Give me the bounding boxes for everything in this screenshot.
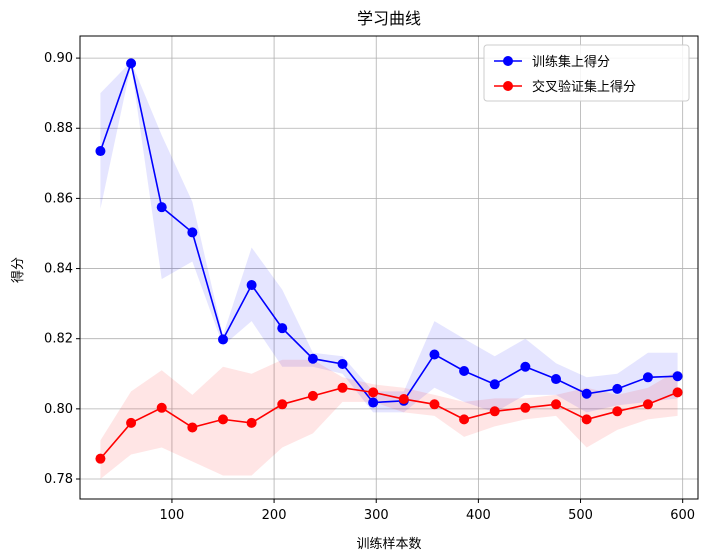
series-0-point	[187, 227, 198, 238]
series-1-point	[398, 394, 409, 405]
confidence-bands	[100, 61, 678, 480]
y-tick-label: 0.86	[44, 191, 73, 206]
series-0-point	[218, 334, 229, 345]
series-1-point	[520, 402, 531, 413]
series-1-point	[642, 399, 653, 410]
series-0-point	[551, 374, 562, 385]
legend-marker-0	[503, 56, 513, 66]
y-tick-label: 0.84	[44, 262, 73, 277]
series-1-line	[99, 386, 678, 460]
series-1-band	[100, 359, 678, 480]
legend-box	[483, 44, 690, 102]
series-0-point	[672, 371, 683, 382]
series-0-point	[459, 365, 470, 376]
x-tick-label: 200	[262, 508, 287, 523]
legend-marker-1	[503, 81, 513, 91]
series-0-point	[520, 361, 531, 372]
series-0-point	[581, 388, 592, 399]
y-tick-label: 0.78	[44, 472, 73, 487]
y-axis-label: 得分	[10, 257, 26, 283]
series-0-point	[368, 397, 379, 408]
axis-ticks: 100 200 300 400 500 600 0.78 0.80 0.82 0.84 0.86 0.…	[44, 51, 695, 523]
series-1-point	[368, 387, 379, 398]
x-tick-label: 400	[466, 508, 491, 523]
chart-title: 学习曲线	[357, 9, 421, 28]
series-0-point	[489, 379, 500, 390]
x-tick-label: 100	[160, 508, 185, 523]
plot-frame	[79, 35, 699, 500]
series-1-point	[429, 399, 440, 410]
series-1-point	[277, 399, 288, 410]
series-0-point	[642, 372, 653, 383]
series-1-point	[459, 414, 470, 425]
series-0-point	[156, 202, 167, 213]
y-tick-label: 0.82	[44, 332, 73, 347]
y-tick-label: 0.80	[44, 402, 73, 417]
series-1-point	[246, 417, 257, 428]
series-1-point	[307, 390, 318, 401]
y-tick-label: 0.90	[44, 51, 73, 66]
legend-label-1: 交叉验证集上得分	[532, 79, 636, 95]
series-1-point	[612, 406, 623, 417]
legend-label-0: 训练集上得分	[532, 54, 610, 70]
series-1-point	[156, 402, 167, 413]
series-1-point	[551, 399, 562, 410]
series-0-band	[100, 61, 678, 413]
series-0-point	[95, 146, 106, 157]
series-1-point	[337, 382, 348, 393]
x-tick-label: 600	[670, 508, 695, 523]
series-0-point	[337, 358, 348, 369]
series-lines	[99, 60, 678, 460]
x-tick-label: 300	[364, 508, 389, 523]
x-tick-label: 500	[568, 508, 593, 523]
series-1-point	[187, 422, 198, 433]
grid	[80, 36, 698, 499]
series-1-point	[581, 414, 592, 425]
series-1-point	[95, 453, 106, 464]
series-1-point	[218, 414, 229, 425]
series-0-point	[612, 383, 623, 394]
series-1-point	[489, 406, 500, 417]
series-0-point	[126, 58, 137, 69]
x-axis-label: 训练样本数	[356, 537, 421, 552]
series-1-point	[672, 387, 683, 398]
series-1-point	[126, 417, 137, 428]
series-0-point	[277, 323, 288, 334]
series-0-line	[99, 60, 678, 404]
series-0-point	[429, 349, 440, 360]
series-0-point	[246, 280, 257, 291]
series-0-point	[307, 353, 318, 364]
series-markers	[95, 58, 683, 464]
y-tick-label: 0.88	[44, 121, 73, 136]
